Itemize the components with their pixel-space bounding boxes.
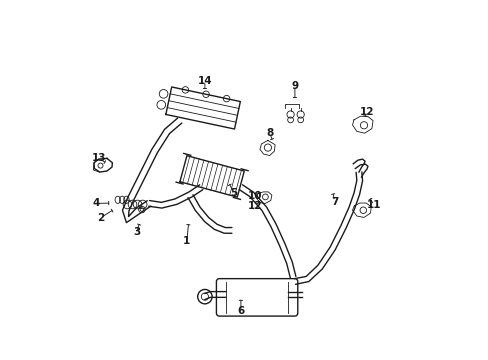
- Text: 3: 3: [133, 227, 140, 237]
- Text: 2: 2: [97, 213, 104, 223]
- Text: 5: 5: [230, 188, 237, 198]
- Text: 11: 11: [366, 200, 381, 210]
- Text: 1: 1: [183, 236, 190, 246]
- Text: 4: 4: [92, 198, 100, 208]
- Text: 12: 12: [247, 201, 262, 211]
- Text: 13: 13: [91, 153, 106, 163]
- Text: 12: 12: [359, 107, 373, 117]
- Text: 7: 7: [330, 197, 338, 207]
- Text: 6: 6: [237, 306, 244, 316]
- Text: 14: 14: [197, 76, 212, 86]
- Text: 8: 8: [265, 128, 273, 138]
- Text: 9: 9: [291, 81, 298, 91]
- Text: 10: 10: [247, 191, 262, 201]
